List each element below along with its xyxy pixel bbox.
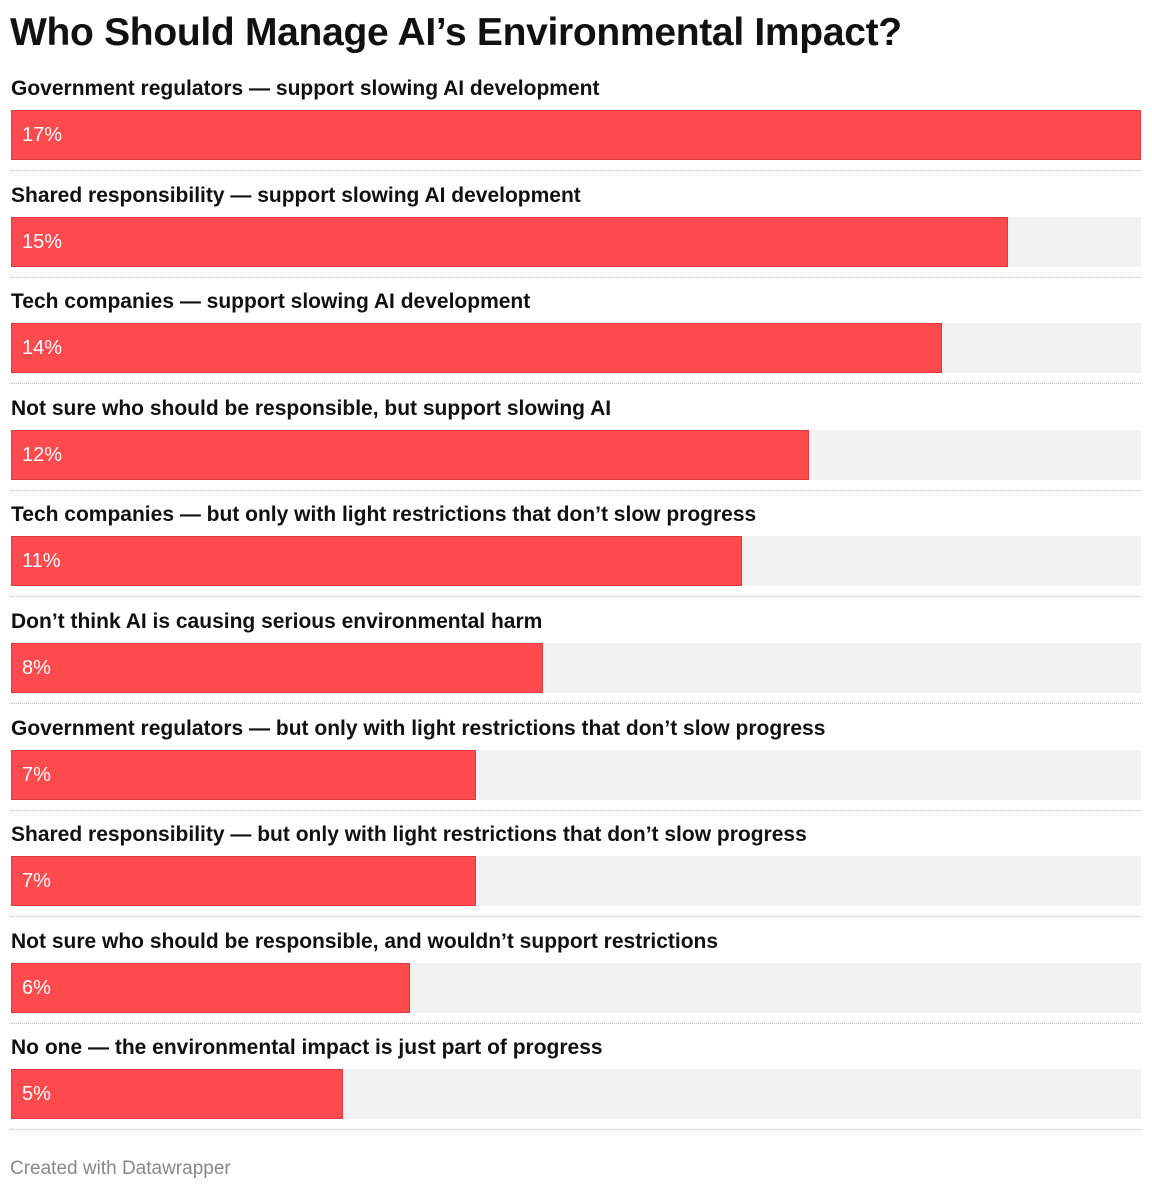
bar-category-label: No one — the environmental impact is jus… — [11, 1036, 603, 1060]
bar-track: 17% — [11, 110, 1141, 160]
bar-value-label: 14% — [22, 337, 63, 360]
row-divider — [11, 383, 1141, 385]
bar-value-label: 5% — [22, 1083, 51, 1106]
bar-row: Not sure who should be responsible, and … — [11, 925, 1141, 1032]
bar-row: Not sure who should be responsible, but … — [11, 392, 1141, 499]
bar-track: 7% — [11, 749, 1141, 800]
bar: 7% — [11, 856, 476, 907]
chart-title: Who Should Manage AI’s Environmental Imp… — [10, 11, 902, 54]
bar-category-label: Tech companies — but only with light res… — [11, 503, 757, 527]
bar-category-label: Government regulators — support slowing … — [11, 77, 600, 100]
bar-category-label: Tech companies — support slowing AI deve… — [11, 290, 531, 314]
bar-category-label: Government regulators — but only with li… — [11, 716, 826, 740]
bar-row: Government regulators — support slowing … — [11, 72, 1141, 179]
bar-row: Tech companies — but only with light res… — [11, 498, 1141, 605]
bar: 15% — [11, 216, 1008, 267]
row-divider — [11, 276, 1141, 278]
bar-track: 5% — [11, 1069, 1141, 1120]
row-divider — [11, 170, 1141, 171]
bar-category-label: Not sure who should be responsible, and … — [11, 929, 719, 953]
bar-row: Tech companies — support slowing AI deve… — [11, 285, 1141, 392]
bar: 14% — [11, 323, 942, 374]
row-divider — [11, 596, 1141, 598]
bar-category-label: Shared responsibility — support slowing … — [11, 183, 581, 207]
row-divider — [11, 1129, 1141, 1131]
bar: 8% — [11, 642, 543, 693]
row-divider — [11, 1022, 1141, 1024]
bar: 17% — [11, 110, 1141, 160]
bar-chart: Government regulators — support slowing … — [11, 72, 1141, 1138]
bar: 7% — [11, 749, 476, 800]
bar-track: 8% — [11, 642, 1141, 693]
bar: 5% — [11, 1069, 343, 1120]
row-divider — [11, 489, 1141, 491]
bar-track: 14% — [11, 323, 1141, 374]
bar-row: No one — the environmental impact is jus… — [11, 1031, 1141, 1138]
bar-row: Government regulators — but only with li… — [11, 712, 1141, 819]
footer-credit[interactable]: Created with Datawrapper — [10, 1158, 231, 1179]
row-divider — [11, 809, 1141, 811]
bar-track: 12% — [11, 429, 1141, 480]
bar-track: 7% — [11, 856, 1141, 907]
bar-value-label: 15% — [22, 230, 63, 253]
row-divider — [11, 702, 1141, 704]
row-divider — [11, 916, 1141, 918]
bar-value-label: 7% — [22, 763, 51, 786]
bar-category-label: Don’t think AI is causing serious enviro… — [11, 609, 543, 633]
bar-value-label: 7% — [22, 870, 51, 893]
bar-track: 6% — [11, 962, 1141, 1013]
bar-value-label: 17% — [22, 124, 63, 146]
bar-track: 11% — [11, 536, 1141, 587]
bar-category-label: Not sure who should be responsible, but … — [11, 396, 612, 420]
bar: 11% — [11, 536, 742, 587]
bar-value-label: 11% — [22, 550, 61, 573]
bar-category-label: Shared responsibility — but only with li… — [11, 823, 807, 847]
bar-row: Don’t think AI is causing serious enviro… — [11, 605, 1141, 712]
bar-track: 15% — [11, 216, 1141, 267]
bar: 6% — [11, 962, 410, 1013]
bar: 12% — [11, 429, 809, 480]
bar-row: Shared responsibility — but only with li… — [11, 818, 1141, 925]
bar-value-label: 12% — [22, 443, 63, 466]
bar-value-label: 6% — [22, 976, 51, 999]
bar-value-label: 8% — [22, 656, 51, 679]
bar-row: Shared responsibility — support slowing … — [11, 179, 1141, 286]
